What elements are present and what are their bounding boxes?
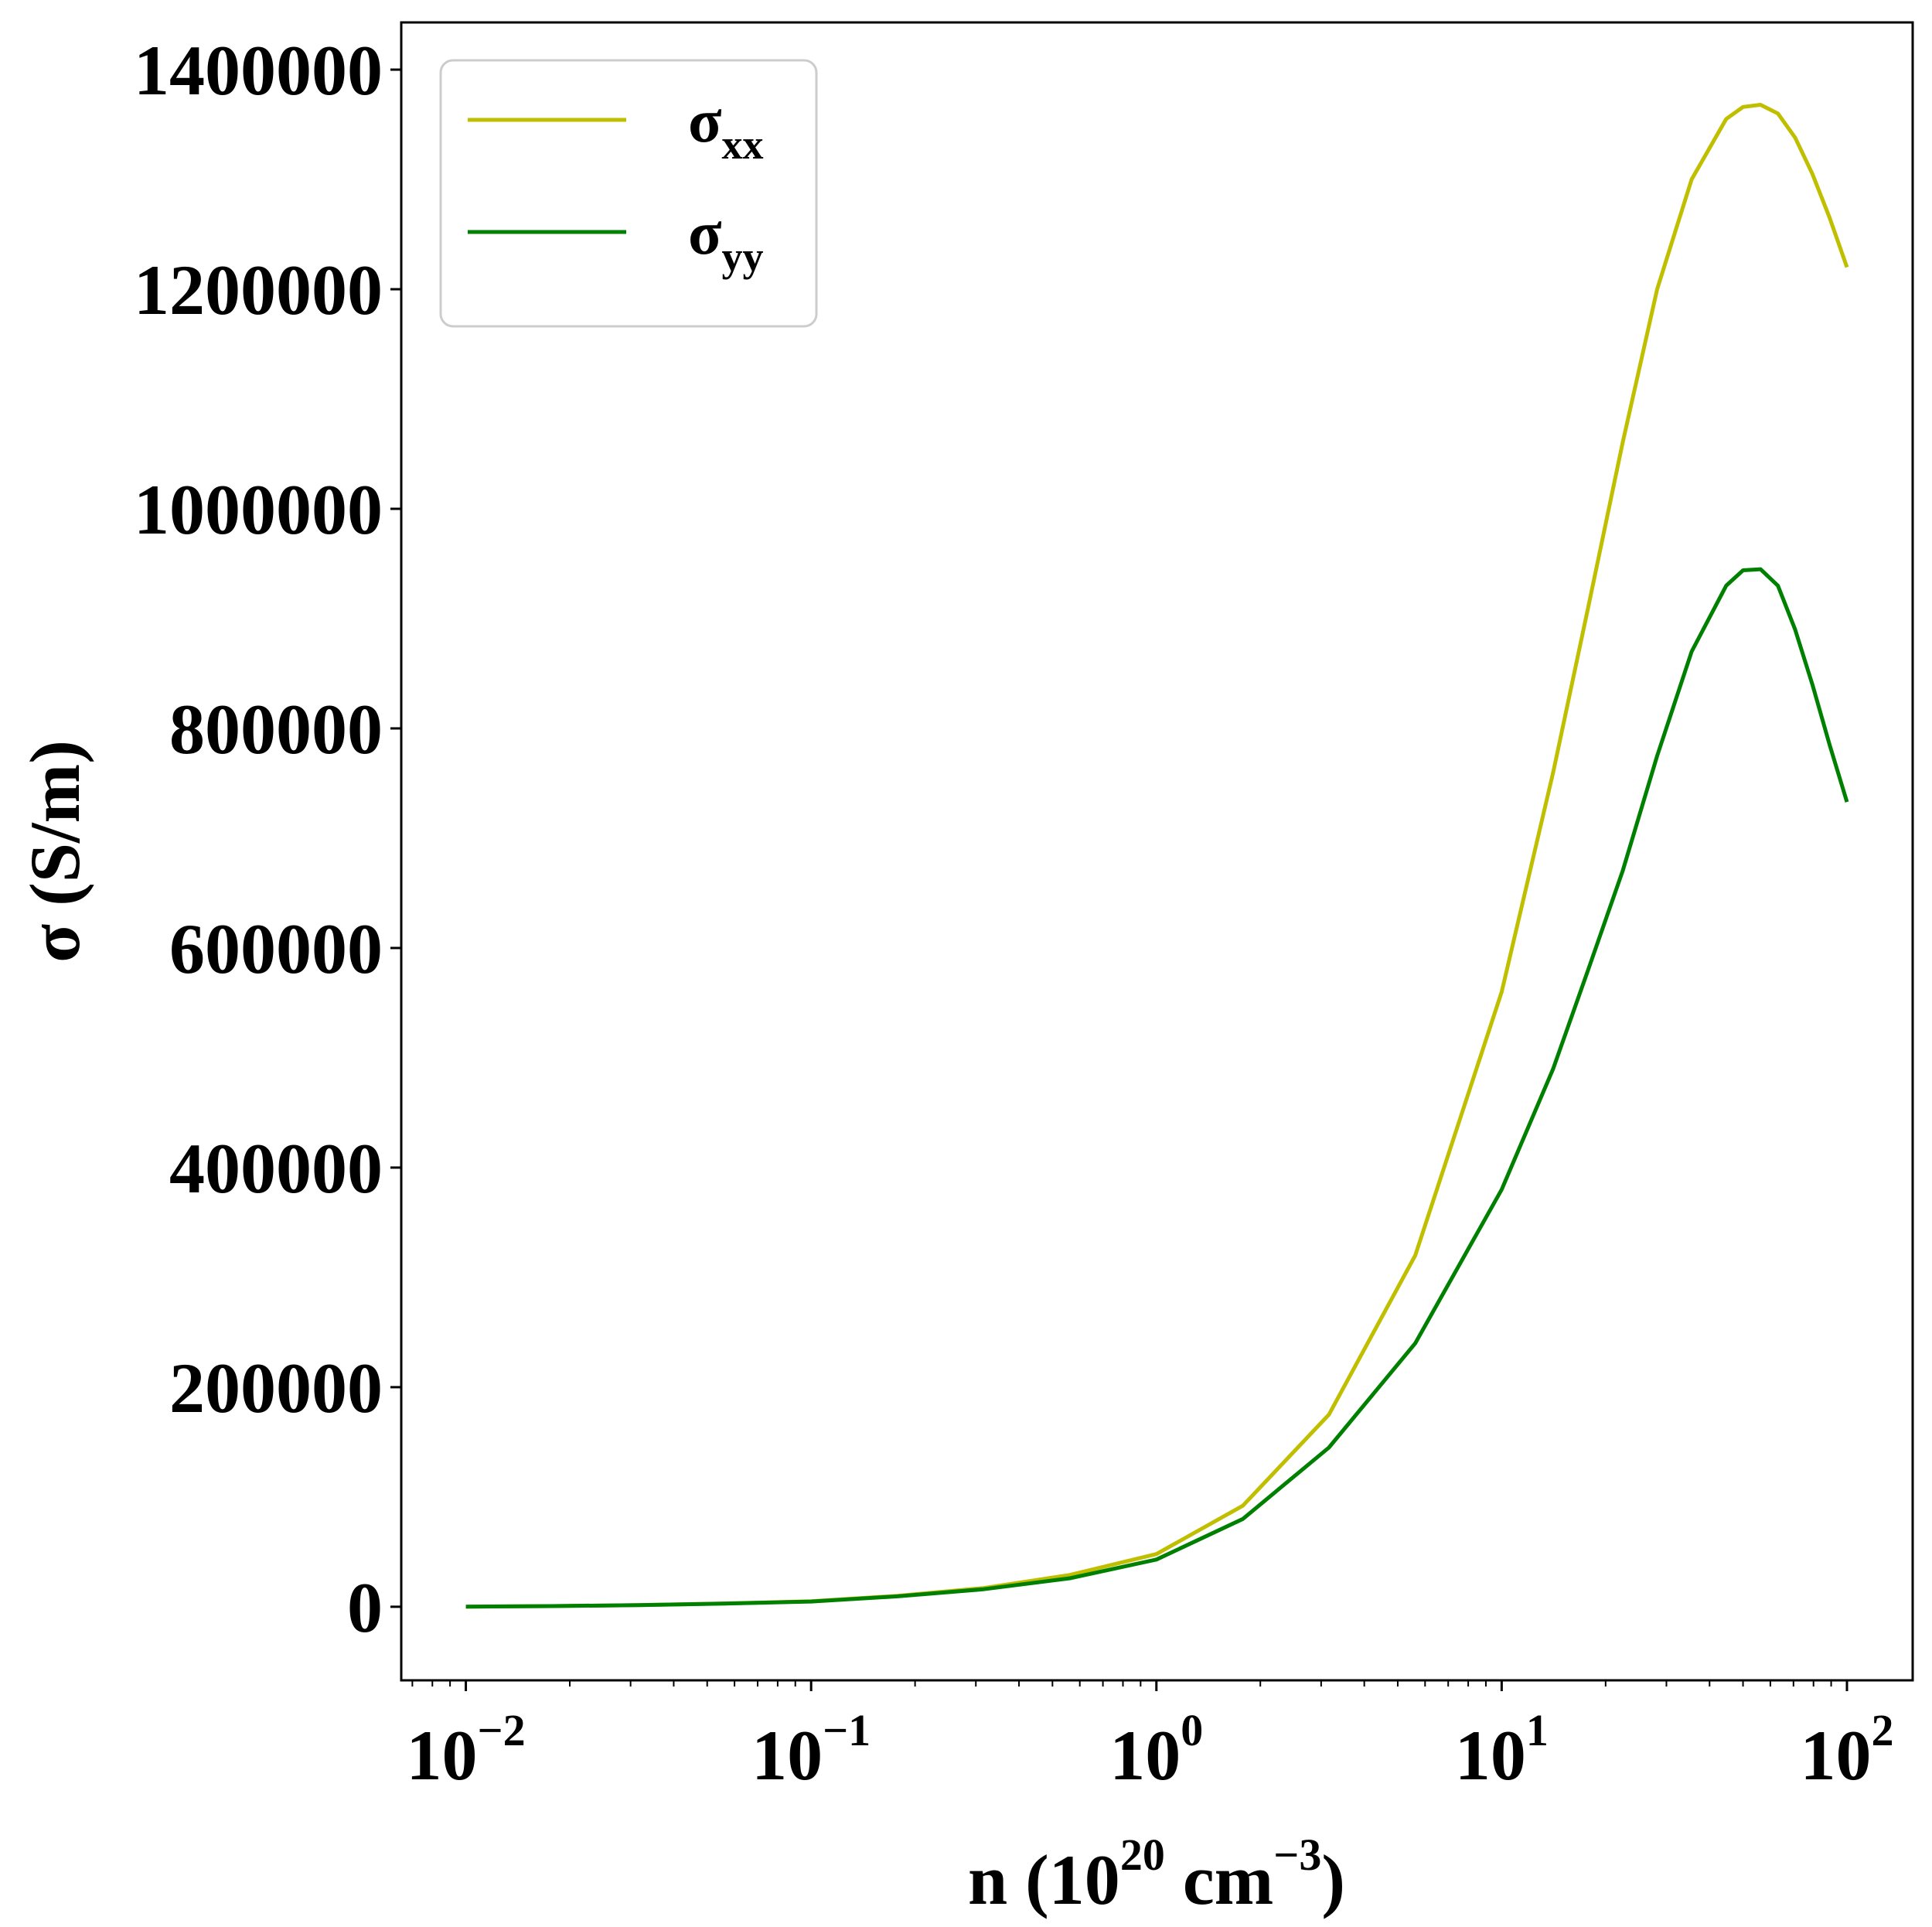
legend-label-sigma-yy: σyy [688,200,764,280]
x-tick-base: 10 [407,1716,478,1795]
series-line-yy [465,567,1849,1609]
x-axis-label-mid: cm [1165,1840,1273,1919]
x-axis-label-end: ) [1321,1840,1345,1919]
legend-label-sigma-xx-sub: xx [722,121,764,168]
y-tick-label: 800000 [169,690,383,769]
x-axis-label-base: n (10 [968,1840,1120,1919]
x-tick-label: 102 [1800,1705,1893,1795]
legend-box [439,59,818,328]
legend-label-sigma-yy-sub: yy [722,234,764,280]
x-tick-exponent: −1 [823,1705,871,1755]
x-axis-ticks: 10−2 10−1 100 101 102 [407,1680,1893,1795]
x-tick-exponent: −2 [478,1705,526,1755]
x-axis-label: n (1020 cm−3) [968,1830,1345,1919]
legend: σxx σyy [439,59,818,328]
x-tick-base: 10 [751,1716,823,1795]
x-tick-base: 10 [1800,1716,1871,1795]
y-tick-label: 1000000 [134,470,383,549]
x-tick-exponent: 1 [1526,1705,1549,1755]
y-axis-label: σ (S/m) [15,740,94,963]
y-tick-label: 1200000 [134,251,383,329]
x-tick-label: 100 [1109,1705,1203,1795]
y-axis-ticks: 0 200000 400000 600000 800000 1000000 1200000 1… [134,31,401,1647]
x-tick-label: 10−2 [407,1705,526,1795]
x-axis-label-sup2: −3 [1273,1830,1321,1880]
x-tick-label: 10−1 [751,1705,871,1795]
y-tick-label: 200000 [169,1349,383,1427]
y-tick-label: 600000 [169,909,383,988]
x-tick-exponent: 2 [1871,1705,1893,1755]
x-axis-label-sup1: 20 [1120,1830,1165,1880]
legend-label-sigma-xx: σxx [688,87,764,168]
series-layer [465,103,1849,1609]
legend-label-sigma-yy-name: σ [688,200,722,268]
x-tick-exponent: 0 [1181,1705,1203,1755]
y-tick-label: 1400000 [134,31,383,110]
y-tick-label: 400000 [169,1129,383,1208]
x-tick-base: 10 [1455,1716,1526,1795]
y-tick-label: 0 [347,1568,383,1647]
x-tick-label: 101 [1455,1705,1549,1795]
x-tick-base: 10 [1109,1716,1181,1795]
legend-label-sigma-xx-name: σ [688,87,722,155]
